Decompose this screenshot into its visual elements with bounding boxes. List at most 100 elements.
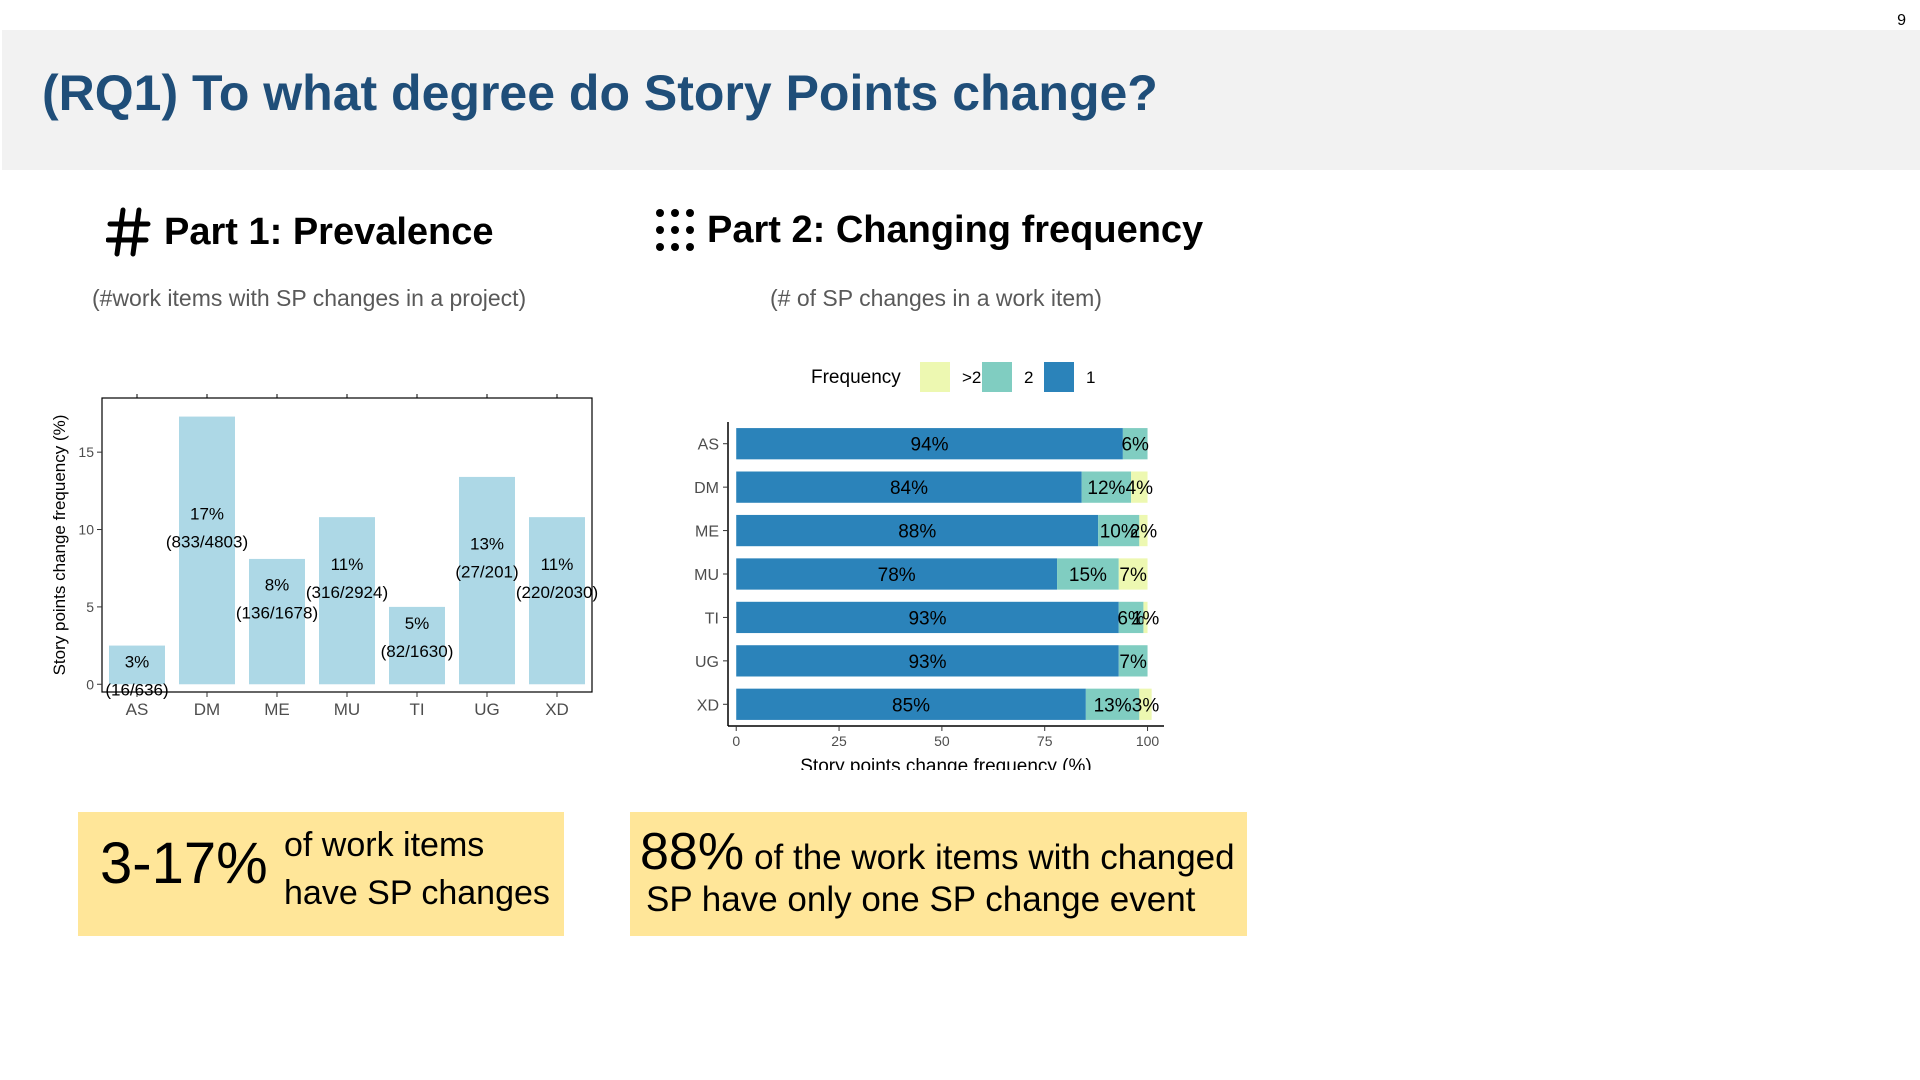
part1-subtitle: (#work items with SP changes in a projec…: [92, 285, 527, 311]
legend-swatch: [1044, 362, 1074, 392]
hash-icon: [106, 207, 151, 257]
dot-grid-icon: [656, 209, 694, 251]
part1-heading: Part 1: Prevalence: [106, 206, 494, 258]
data-label-count: (136/1678): [236, 604, 318, 623]
part2-heading: Part 2: Changing frequency: [655, 208, 1203, 252]
data-label: 94%: [911, 435, 949, 456]
y-tick-label: 15: [78, 444, 94, 460]
x-tick-label: 75: [1037, 733, 1053, 749]
data-label: 84%: [890, 478, 928, 499]
bar-segment-me-more: [1139, 514, 1148, 547]
data-label: 15%: [1069, 565, 1107, 586]
part1-heading-text: Part 1: Prevalence: [164, 210, 494, 253]
x-tick-label: MU: [334, 700, 360, 719]
data-label: 17%: [190, 504, 224, 523]
legend-entry: 1: [1086, 368, 1095, 387]
callout-frequency-line2: SP have only one SP change event: [646, 880, 1196, 919]
data-label: 3%: [1132, 695, 1160, 716]
title-bar: [2, 30, 1920, 170]
x-tick-label: AS: [126, 700, 149, 719]
data-label: 3%: [125, 653, 150, 672]
bar-segment-ti-more: [1143, 601, 1148, 634]
data-label: 93%: [908, 652, 946, 673]
data-label: 85%: [892, 695, 930, 716]
y-tick-label: UG: [695, 654, 719, 671]
changing-frequency-stacked-bar-chart: Frequency >2 2 1 AS 94% 6% DM 84% 12% 4% ME 88% 10%2%…: [694, 362, 1164, 770]
y-tick-label: AS: [698, 437, 719, 454]
legend-swatch: [982, 362, 1012, 392]
legend-entry: 2: [1024, 368, 1033, 387]
y-tick-label: 10: [78, 522, 94, 538]
callout-prevalence-line1: of work items: [284, 826, 485, 864]
y-tick-label: 5: [86, 599, 94, 615]
bar-xd: [529, 517, 585, 685]
data-label: 7%: [1119, 652, 1147, 673]
legend-entry: >2: [962, 368, 981, 387]
data-label: 10%: [1100, 522, 1138, 543]
x-tick-label: DM: [194, 700, 220, 719]
bar-segment-xd-one: [736, 688, 1086, 720]
data-label: 7%: [1119, 565, 1147, 586]
page-number: 9: [1897, 12, 1906, 29]
bar-me: [249, 558, 305, 685]
data-label: 11%: [331, 555, 364, 574]
data-label: 13%: [470, 535, 504, 554]
data-label: 12%: [1087, 478, 1125, 499]
y-tick-label: DM: [694, 480, 719, 497]
data-label-count: (82/1630): [381, 642, 454, 661]
data-label: 11%: [541, 555, 574, 574]
x-tick-label: 25: [831, 733, 847, 749]
data-label-count: (16/636): [105, 681, 168, 700]
data-label: 78%: [878, 565, 916, 586]
bar-segment-mu-two: [1057, 558, 1119, 590]
data-label: 13%: [1094, 695, 1132, 716]
data-label-count: (833/4803): [166, 532, 248, 551]
bar-segment-mu-more: [1118, 558, 1148, 590]
legend-swatch: [920, 362, 950, 392]
data-label: 2%: [1130, 522, 1158, 543]
page-title: (RQ1) To what degree do Story Points cha…: [42, 65, 1158, 121]
x-tick-label: TI: [409, 700, 424, 719]
data-label: 5%: [405, 614, 430, 633]
y-tick-label: XD: [697, 697, 719, 714]
x-tick-label: ME: [264, 700, 290, 719]
x-axis-label: Story points change frequency (%): [800, 756, 1092, 770]
callout-frequency-line1: 88% of the work items with changed: [640, 822, 1235, 882]
data-label: 6%: [1117, 608, 1145, 629]
callout-prevalence-big: 3-17%: [100, 831, 268, 896]
bar-segment-me-two: [1098, 514, 1140, 547]
bar-as: [109, 645, 165, 685]
bar-dm: [179, 416, 235, 685]
bar-segment-dm-two: [1081, 471, 1132, 503]
x-tick-label: 100: [1136, 733, 1160, 749]
callout-frequency: 88% of the work items with changed SP hav…: [630, 812, 1247, 936]
data-label: 1%: [1132, 608, 1160, 629]
callout-frequency-line1-rest: of the work items with changed: [754, 838, 1235, 877]
callout-frequency-big: 88%: [640, 823, 745, 881]
legend-title: Frequency: [811, 367, 901, 388]
data-label: 4%: [1126, 478, 1154, 499]
part2-subtitle: (# of SP changes in a work item): [770, 285, 1102, 311]
bar-segment-ug-one: [736, 645, 1119, 677]
y-tick-label: TI: [705, 610, 719, 627]
bar-segment-mu-one: [736, 558, 1058, 590]
bar-segment-ti-one: [736, 601, 1119, 634]
data-label-count: (220/2030): [516, 583, 598, 602]
data-label: 88%: [898, 522, 936, 543]
bar-segment-xd-two: [1085, 688, 1140, 720]
data-label-count: (316/2924): [306, 583, 388, 602]
prevalence-bar-chart: 0 5 10 15 AS 3% (16/636) DM 17% (833/4803) ME 8% (13…: [50, 394, 598, 719]
y-tick-label: 0: [86, 676, 94, 692]
y-axis-label: Story points change frequency (%): [50, 415, 69, 676]
callout-prevalence-line2: have SP changes: [284, 874, 550, 912]
x-tick-label: UG: [474, 700, 500, 719]
bar-segment-me-one: [736, 514, 1099, 547]
x-tick-label: XD: [545, 700, 569, 719]
data-label: 8%: [265, 576, 290, 595]
bar-segment-xd-more: [1139, 688, 1152, 720]
data-label-count: (27/201): [455, 563, 518, 582]
callout-prevalence: 3-17% of work items have SP changes: [78, 812, 564, 936]
bar-segment-as-two: [1122, 428, 1148, 460]
bar-segment-dm-one: [736, 471, 1082, 503]
x-tick-label: 50: [934, 733, 950, 749]
